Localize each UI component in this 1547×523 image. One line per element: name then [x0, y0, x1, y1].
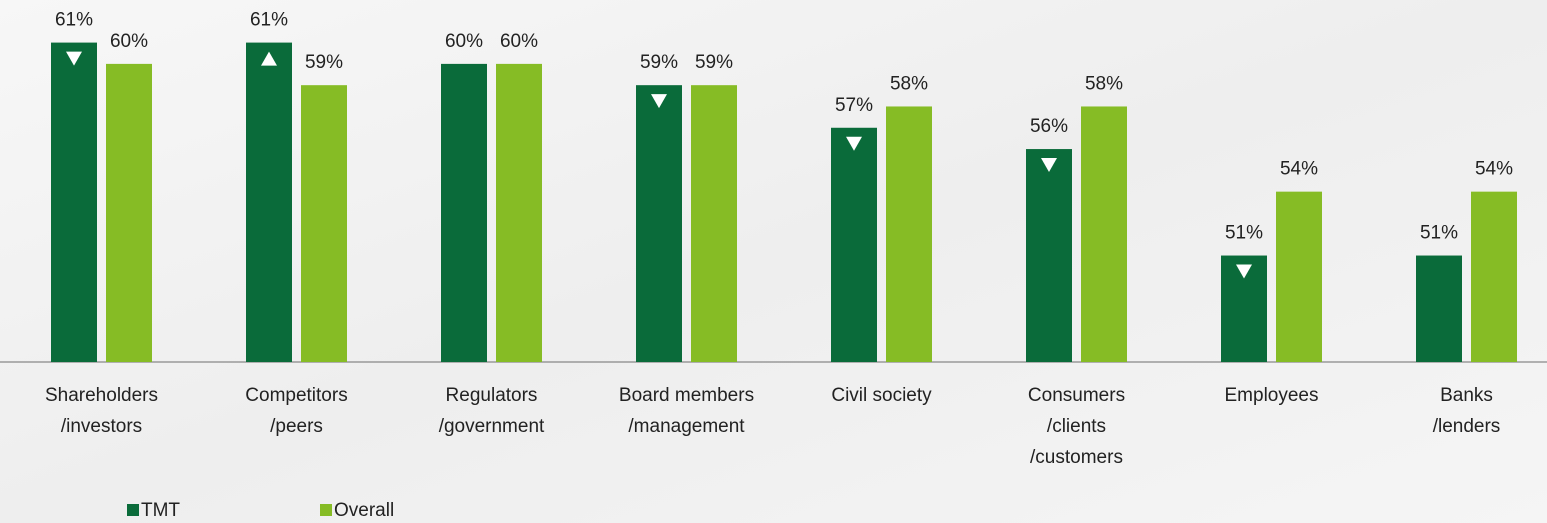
- data-label: 61%: [55, 10, 93, 31]
- x-tick-label: Employees: [1225, 385, 1319, 406]
- x-tick-label: Shareholders/investors: [45, 385, 158, 437]
- bar: [831, 127, 877, 362]
- bar: [106, 63, 152, 362]
- bar: [301, 85, 347, 363]
- bar: [1081, 106, 1127, 363]
- data-label: 54%: [1475, 159, 1513, 180]
- bar: [51, 42, 97, 363]
- data-label: 58%: [1085, 73, 1123, 94]
- data-label: 60%: [110, 31, 148, 52]
- bar: [1471, 191, 1517, 362]
- bar: [441, 63, 487, 362]
- bar: [496, 63, 542, 362]
- data-label: 61%: [250, 10, 288, 31]
- data-label: 57%: [835, 95, 873, 116]
- indicator-down: [651, 94, 667, 109]
- x-tick-label: Competitors/peers: [245, 385, 347, 437]
- bar: [886, 106, 932, 363]
- legend-swatch: [127, 504, 139, 516]
- x-tick-label: Regulators/government: [439, 385, 545, 437]
- data-label: 56%: [1030, 116, 1068, 137]
- data-label: 58%: [890, 73, 928, 94]
- bar: [1416, 255, 1462, 362]
- indicator-down: [1041, 158, 1057, 173]
- legend-label: Overall: [334, 500, 394, 521]
- legend-swatch: [320, 504, 332, 516]
- data-label: 60%: [445, 31, 483, 52]
- indicator-down: [66, 51, 82, 66]
- data-label: 54%: [1280, 159, 1318, 180]
- bar: [636, 85, 682, 363]
- x-tick-label: Board members/management: [619, 385, 754, 437]
- data-label: 59%: [640, 52, 678, 73]
- x-tick-label: Banks/lenders: [1433, 385, 1501, 437]
- data-label: 51%: [1225, 223, 1263, 244]
- bar: [246, 42, 292, 363]
- data-label: 59%: [695, 52, 733, 73]
- data-label: 59%: [305, 52, 343, 73]
- bar: [1026, 149, 1072, 362]
- data-label: 51%: [1420, 223, 1458, 244]
- x-tick-label: Consumers/clients/customers: [1028, 385, 1125, 468]
- indicator-down: [846, 136, 862, 151]
- indicator-down: [1236, 264, 1252, 279]
- bar: [1276, 191, 1322, 362]
- indicator-up: [261, 51, 277, 66]
- x-tick-label: Civil society: [831, 385, 932, 406]
- data-label: 60%: [500, 31, 538, 52]
- bar: [691, 85, 737, 363]
- legend-label: TMT: [141, 500, 180, 521]
